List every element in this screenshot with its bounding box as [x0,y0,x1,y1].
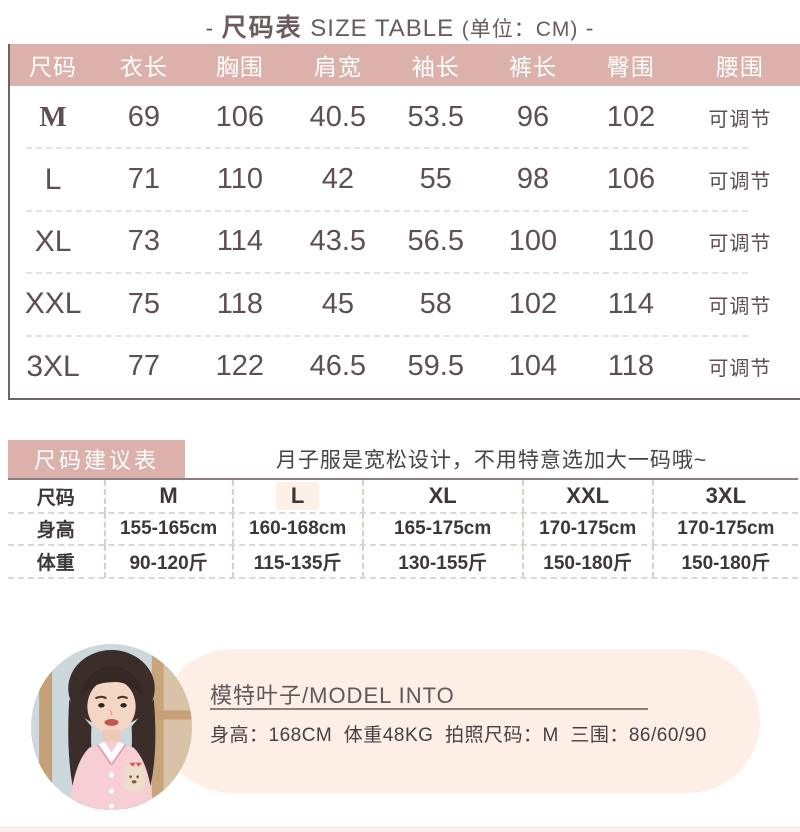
weight-range: 150-180斤 [521,545,652,578]
suggestion-table: 尺码 M L XL XXL 3XL 身高 155-165cm 160-168cm… [8,480,798,579]
adjustable-cell: 可调节 [708,233,772,256]
value-cell: 96 [516,100,550,133]
value-cell: 55 [419,163,452,196]
model-info: 身高：168CM 体重48KG 拍照尺码：M 三围：86/60/90 [210,725,707,746]
model-divider [210,708,648,710]
height-range: 155-165cm [103,512,232,546]
page-title: - 尺码表 SIZE TABLE (单位：CM) - [0,8,800,44]
value-cell: 56.5 [407,225,464,258]
weight-range: 90-120斤 [103,545,232,578]
size-option: XL [361,480,522,513]
suggestion-header: 尺码建议表 月子服是宽松设计，不用特意选加大一码哦~ [8,440,798,480]
column-header-hip: 臀围 [606,54,655,80]
weight-range: 115-135斤 [231,545,362,578]
title-dash-left: - [205,15,222,41]
column-header-size: 尺码 [29,54,78,80]
size-cell: XXL [24,287,82,321]
value-cell: 114 [607,287,655,320]
value-cell: 42 [321,163,354,196]
title-unit: (单位：CM) [461,18,579,41]
height-range: 160-168cm [231,512,362,546]
value-cell: 98 [516,163,550,196]
size-option-highlighted: L [231,480,362,513]
value-cell: 73 [127,225,161,258]
value-cell: 110 [216,163,263,196]
value-cell: 53.5 [407,100,464,133]
value-cell: 59.5 [407,350,464,383]
model-photo [31,644,192,810]
value-cell: 75 [127,287,161,320]
value-cell: 118 [607,350,655,383]
size-cell: 3XL [26,349,80,383]
value-cell: 46.5 [309,350,367,383]
size-option: M [103,480,232,513]
title-chinese: 尺码表 [221,14,303,42]
size-cell: L [44,162,62,196]
height-range: 170-175cm [651,512,798,546]
value-cell: 45 [321,287,354,320]
weight-range: 130-155斤 [361,545,522,578]
adjustable-cell: 可调节 [708,108,772,131]
height-range: 170-175cm [521,512,652,546]
value-cell: 122 [215,350,265,383]
value-cell: 43.5 [309,225,367,258]
value-cell: 77 [127,350,161,383]
table-row-xl: XL 73 114 43.5 56.5 100 110 可调节 [10,211,800,275]
title-english: SIZE TABLE [302,15,462,42]
value-cell: 104 [508,350,558,383]
value-cell: 106 [215,100,265,133]
row-header: 体重 [36,552,75,574]
value-cell: 110 [607,225,655,258]
column-header-pants: 裤长 [508,54,557,80]
value-cell: 71 [127,163,161,196]
size-cell: XL [34,224,72,258]
model-photo-illustration [31,644,192,810]
column-header-length: 衣长 [119,54,168,80]
column-header-sleeve: 袖长 [411,54,460,80]
column-header-shoulder: 肩宽 [313,54,362,80]
weight-range: 150-180斤 [651,545,798,578]
value-cell: 100 [508,225,558,258]
suggestion-row-height: 身高 155-165cm 160-168cm 165-175cm 170-175… [8,512,798,546]
size-option: 3XL [651,480,798,513]
value-cell: 40.5 [309,100,367,133]
model-card-background [160,649,760,793]
suggestion-row-weight: 体重 90-120斤 115-135斤 130-155斤 150-180斤 15… [8,545,798,579]
value-cell: 69 [127,100,161,133]
value-cell: 118 [216,287,263,320]
value-cell: 114 [216,225,263,258]
height-range: 165-175cm [361,512,522,546]
model-title: 模特叶子/MODEL INTO [210,683,455,708]
suggestion-row-sizes: 尺码 M L XL XXL 3XL [8,480,798,514]
value-cell: 102 [606,100,656,133]
row-header: 尺码 [36,487,75,509]
adjustable-cell: 可调节 [708,295,772,318]
size-table: 尺码 衣长 胸围 肩宽 袖长 裤长 臀围 腰围 M 69 106 40.5 53… [8,44,800,400]
value-cell: 58 [419,287,452,320]
size-option: XXL [521,480,652,513]
suggestion-label: 尺码建议表 [8,440,185,478]
suggestion-note: 月子服是宽松设计，不用特意选加大一码哦~ [275,449,708,472]
table-row-m: M 69 106 40.5 53.5 96 102 可调节 [10,86,800,150]
table-row-xxl: XXL 75 118 45 58 102 114 可调节 [10,273,800,337]
size-table-header-row: 尺码 衣长 胸围 肩宽 袖长 裤长 臀围 腰围 [10,44,800,86]
table-row-l: L 71 110 42 55 98 106 可调节 [10,148,800,213]
adjustable-cell: 可调节 [708,171,772,194]
title-dash-right: - [578,15,595,41]
column-header-bust: 胸围 [215,54,264,80]
bottom-strip [0,827,800,832]
row-header: 身高 [36,520,75,542]
size-cell: M [39,100,67,133]
highlight-badge: L [275,482,320,511]
column-header-waist: 腰围 [715,54,764,80]
adjustable-cell: 可调节 [708,358,772,381]
table-row-3xl: 3XL 77 122 46.5 59.5 104 118 可调节 [10,336,800,398]
value-cell: 102 [508,287,558,320]
value-cell: 106 [606,163,656,196]
